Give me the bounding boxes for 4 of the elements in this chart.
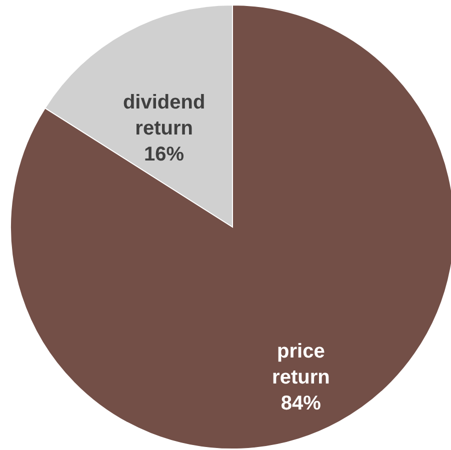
slice-label: dividend return: [122, 91, 206, 140]
data-label: 84%: [280, 392, 322, 415]
slice-label: price return: [272, 340, 330, 389]
data-label: 16%: [144, 143, 184, 166]
